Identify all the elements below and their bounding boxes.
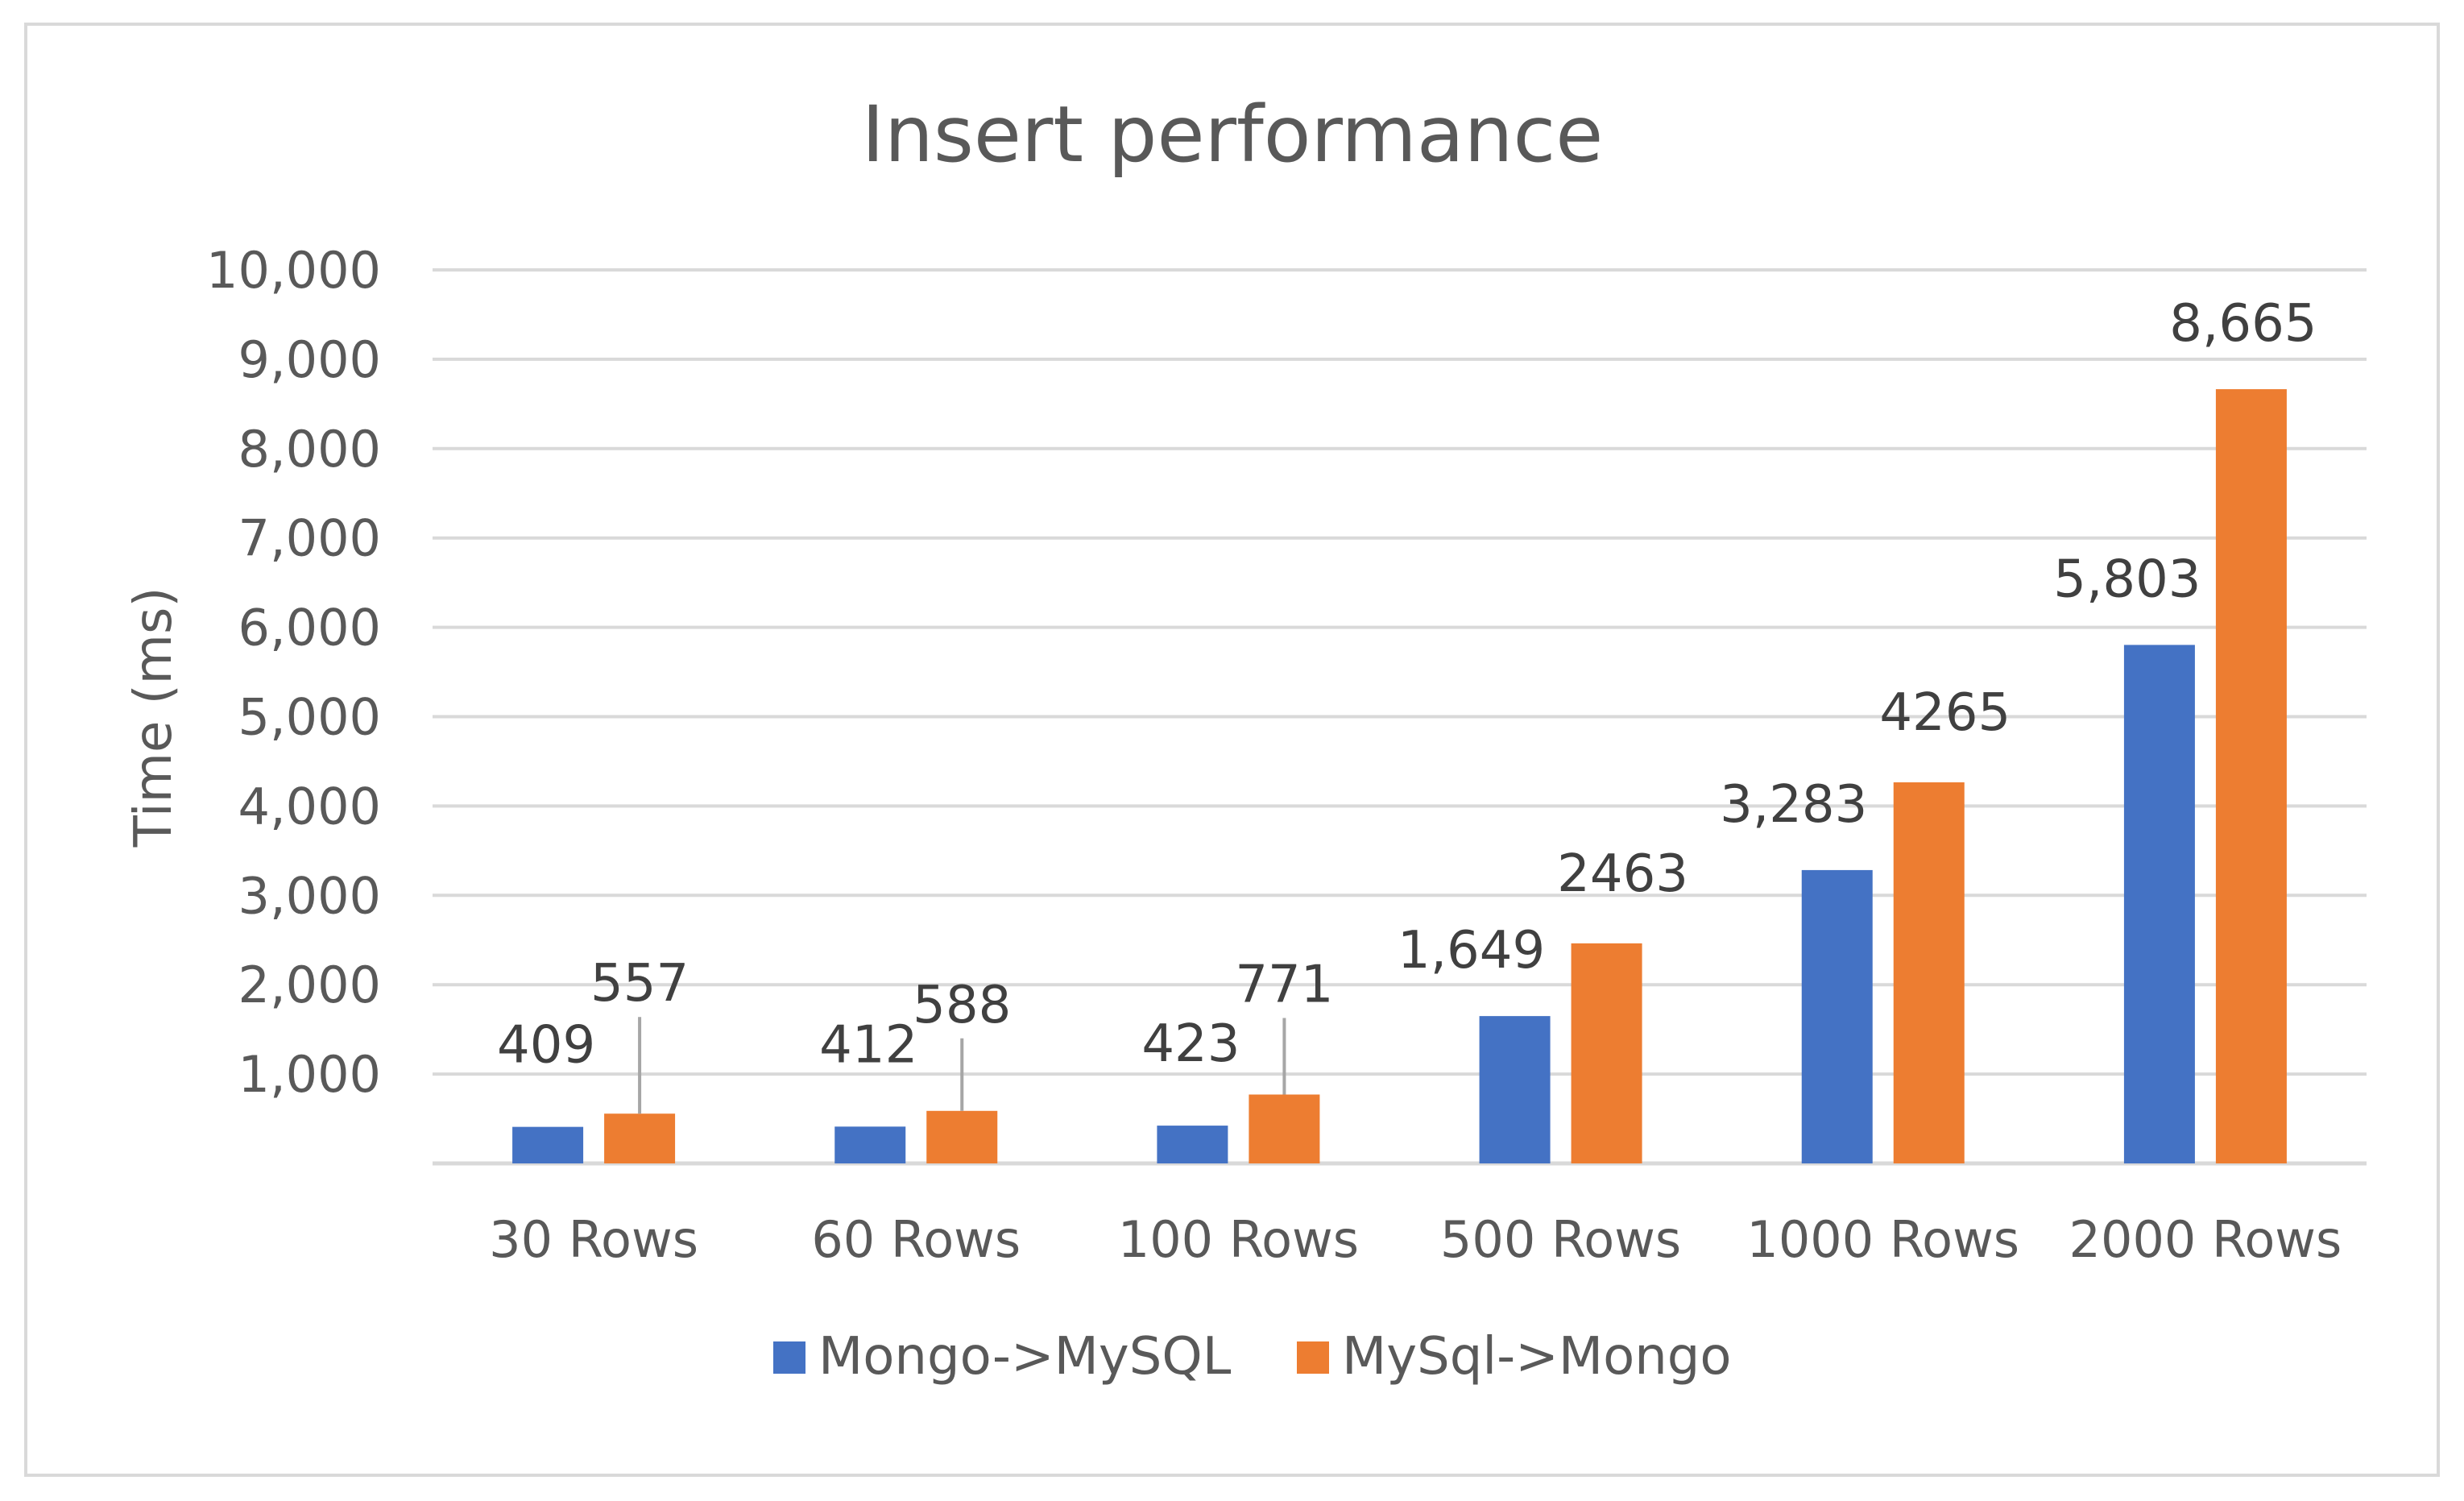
legend: Mongo->MySQL MySql->Mongo: [773, 1327, 1732, 1387]
bar-mongo-mysql: [1801, 869, 1873, 1163]
y-axis-ticks: 1,000 2,000 3,000 4,000 5,000 6,000 7,000 8,000…: [206, 241, 381, 1104]
y-tick-label: 3,000: [238, 866, 382, 925]
data-label: 557: [590, 954, 689, 1014]
data-label: 2463: [1557, 844, 1688, 904]
bar-mongo-mysql: [512, 1126, 584, 1163]
y-tick-label: 8,000: [238, 420, 382, 479]
bar-mysql-mongo: [926, 1110, 998, 1163]
data-label: 588: [913, 976, 1011, 1035]
x-tick-label: 60 Rows: [811, 1210, 1021, 1269]
y-axis-title: Time (ms): [124, 587, 184, 848]
bar-mysql-mongo: [1893, 782, 1965, 1163]
x-tick-label: 1000 Rows: [1746, 1210, 2019, 1269]
chart-title: Insert performance: [862, 89, 1604, 180]
x-tick-label: 2000 Rows: [2069, 1210, 2342, 1269]
data-label: 8,665: [2169, 294, 2317, 354]
gridlines: [433, 268, 2367, 1166]
bar-mongo-mysql: [2123, 645, 2195, 1163]
data-label: 5,803: [2053, 549, 2201, 609]
bar-mongo-mysql: [1479, 1016, 1551, 1163]
data-label: 423: [1141, 1014, 1240, 1074]
y-tick-label: 1,000: [238, 1045, 382, 1104]
data-label: 409: [497, 1016, 595, 1076]
y-tick-label: 10,000: [206, 241, 381, 300]
y-tick-label: 2,000: [238, 956, 382, 1014]
y-tick-label: 4,000: [238, 777, 382, 836]
y-tick-label: 5,000: [238, 688, 382, 747]
data-label: 1,649: [1398, 921, 1545, 981]
bar-mysql-mongo: [1571, 943, 1642, 1163]
data-label: 4265: [1879, 683, 2011, 743]
y-tick-label: 9,000: [238, 330, 382, 389]
bar-mysql-mongo: [604, 1113, 676, 1163]
legend-label: MySql->Mongo: [1342, 1327, 1732, 1387]
x-tick-label: 500 Rows: [1440, 1210, 1681, 1269]
data-label: 3,283: [1720, 775, 1867, 835]
legend-swatch: [773, 1341, 805, 1374]
bar-mysql-mongo: [2215, 389, 2287, 1163]
data-label: 412: [819, 1015, 917, 1075]
legend-label: Mongo->MySQL: [818, 1327, 1232, 1387]
y-tick-label: 6,000: [238, 599, 382, 657]
chart-frame: [24, 23, 2440, 1477]
x-axis-ticks: 30 Rows 60 Rows 100 Rows 500 Rows 1000 Rows 2…: [489, 1210, 2342, 1269]
bar-mongo-mysql: [834, 1126, 906, 1163]
bar-mongo-mysql: [1157, 1126, 1228, 1163]
y-tick-label: 7,000: [238, 509, 382, 568]
x-tick-label: 100 Rows: [1118, 1210, 1359, 1269]
data-label: 771: [1235, 955, 1333, 1014]
bars: [512, 389, 2287, 1163]
x-tick-label: 30 Rows: [489, 1210, 698, 1269]
legend-swatch: [1297, 1341, 1329, 1374]
bar-mysql-mongo: [1249, 1094, 1320, 1163]
